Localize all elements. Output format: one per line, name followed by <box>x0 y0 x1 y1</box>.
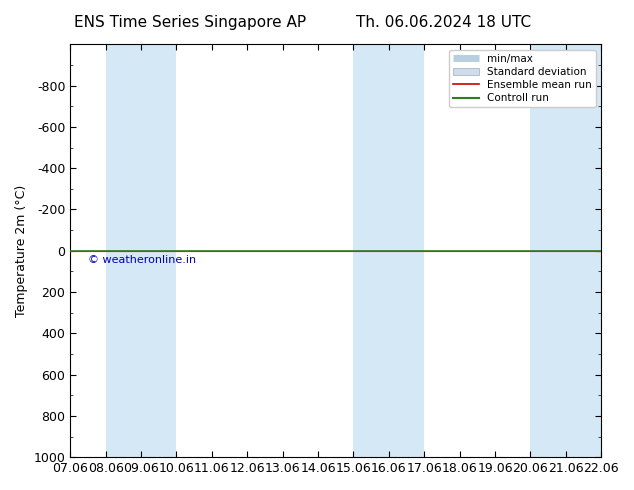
Text: Th. 06.06.2024 18 UTC: Th. 06.06.2024 18 UTC <box>356 15 531 30</box>
Text: © weatheronline.in: © weatheronline.in <box>88 255 196 265</box>
Legend: min/max, Standard deviation, Ensemble mean run, Controll run: min/max, Standard deviation, Ensemble me… <box>448 49 596 107</box>
Text: ENS Time Series Singapore AP: ENS Time Series Singapore AP <box>74 15 306 30</box>
Bar <box>353 45 424 457</box>
Y-axis label: Temperature 2m (°C): Temperature 2m (°C) <box>15 185 28 317</box>
Bar <box>531 45 601 457</box>
Bar <box>106 45 176 457</box>
